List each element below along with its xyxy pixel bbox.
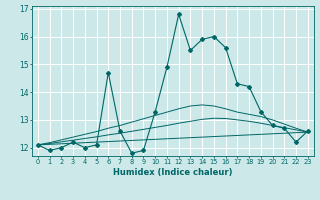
X-axis label: Humidex (Indice chaleur): Humidex (Indice chaleur) [113,168,233,177]
